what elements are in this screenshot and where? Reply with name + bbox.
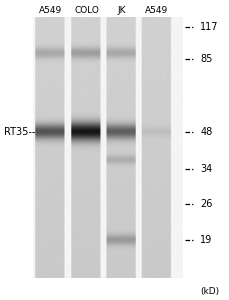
Text: A549: A549 — [38, 6, 62, 15]
Text: 85: 85 — [199, 54, 212, 64]
Text: RT35--: RT35-- — [4, 127, 35, 137]
Text: COLO: COLO — [74, 6, 99, 15]
Text: 34: 34 — [199, 164, 212, 174]
Text: 26: 26 — [199, 200, 212, 209]
Text: 48: 48 — [199, 127, 212, 137]
Text: 19: 19 — [199, 235, 212, 245]
Text: (kD): (kD) — [199, 287, 218, 296]
Text: 117: 117 — [199, 22, 218, 32]
Text: A549: A549 — [145, 6, 168, 15]
Text: JK: JK — [117, 6, 125, 15]
